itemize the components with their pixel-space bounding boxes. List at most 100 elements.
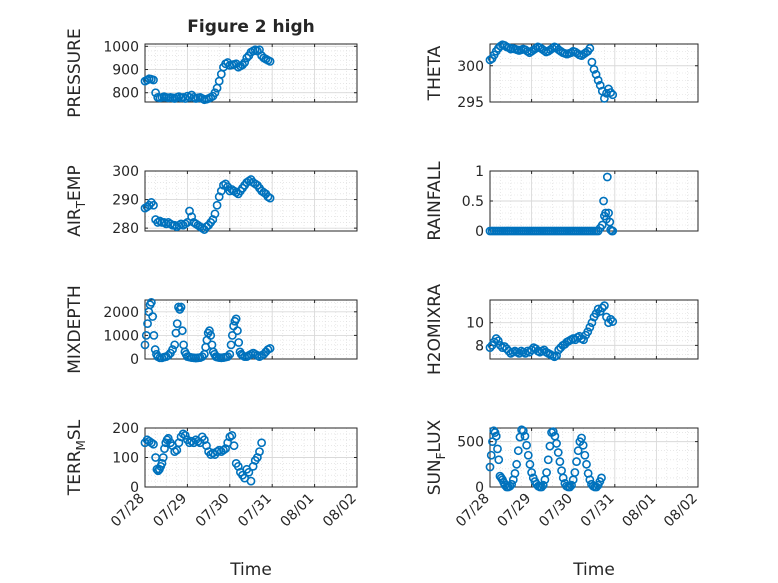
data-point	[606, 88, 616, 97]
y-axis-label: MIXDEPTH	[65, 285, 85, 374]
data-point	[486, 450, 496, 460]
y-tick-label: 300	[112, 164, 139, 180]
y-tick-label: 900	[112, 63, 139, 79]
series-markers	[140, 429, 266, 486]
data-point	[180, 430, 190, 440]
data-point	[210, 88, 220, 98]
series-markers	[140, 45, 275, 105]
data-point	[180, 94, 190, 103]
data-point	[140, 340, 150, 350]
data-point	[491, 431, 501, 441]
data-point	[599, 196, 608, 206]
y-tick-label: 1000	[103, 328, 139, 344]
data-point	[206, 330, 216, 340]
data-point	[514, 348, 524, 358]
data-point	[570, 468, 580, 477]
data-point	[257, 438, 266, 448]
axes-box	[144, 43, 358, 103]
series-markers	[140, 175, 275, 234]
data-point	[485, 343, 495, 353]
subplot-2: 295 300 THETA	[425, 40, 699, 111]
y-tick-label: 0.5	[462, 194, 484, 210]
data-point	[558, 473, 568, 483]
data-point	[231, 314, 241, 324]
data-point	[160, 444, 169, 454]
figure-title: Figure 2 high	[187, 17, 315, 37]
data-point	[538, 480, 548, 490]
data-point	[567, 480, 576, 490]
y-tick-label: 300	[457, 59, 484, 75]
subplot-1: 800 900 1000 PRESSURE	[65, 28, 358, 118]
series-markers	[485, 301, 618, 362]
data-point	[525, 459, 535, 469]
subplot-6: 8 10 H2OMIXRA	[425, 284, 699, 375]
y-axis-label: H2OMIXRA	[425, 284, 445, 375]
series-markers	[485, 425, 606, 492]
data-point	[553, 448, 563, 457]
data-point	[149, 330, 159, 340]
data-point	[226, 340, 236, 350]
data-point	[579, 335, 588, 345]
data-point	[608, 317, 618, 326]
data-point	[504, 346, 514, 356]
data-point	[600, 93, 609, 103]
data-point	[494, 455, 504, 465]
data-point	[555, 457, 565, 466]
data-point	[582, 459, 591, 469]
data-point	[589, 64, 599, 74]
data-point	[587, 318, 597, 328]
data-point	[510, 468, 520, 478]
data-point	[238, 60, 247, 70]
data-point	[163, 433, 173, 443]
data-point	[600, 301, 609, 311]
data-point	[548, 427, 558, 437]
data-point	[565, 482, 575, 492]
y-tick-label: 200	[112, 421, 139, 437]
y-tick-label: 0	[475, 224, 484, 240]
series-markers	[485, 172, 618, 236]
data-point	[233, 326, 242, 336]
data-point	[578, 440, 588, 450]
data-point	[491, 334, 501, 343]
data-point	[485, 462, 495, 472]
data-point	[205, 326, 214, 336]
y-axis-label: PRESSURE	[65, 28, 85, 117]
y-axis-label: TERRMSL	[65, 419, 88, 496]
series-markers	[140, 297, 275, 363]
data-point	[527, 468, 536, 477]
data-point	[168, 345, 177, 354]
data-point	[265, 57, 275, 66]
data-point	[182, 218, 192, 227]
y-tick-label: 10	[466, 316, 484, 332]
y-tick-label: 0	[130, 352, 139, 368]
data-point	[523, 450, 533, 460]
subplot-3: 280 290 300 AIRTEMP	[65, 164, 358, 237]
data-point	[601, 208, 611, 218]
data-point	[597, 473, 606, 483]
data-point	[573, 446, 583, 456]
data-point	[227, 430, 237, 440]
data-point	[149, 200, 158, 210]
x-axis-label: Time	[229, 560, 272, 580]
data-point	[242, 53, 252, 63]
data-point	[537, 482, 546, 492]
data-point	[552, 439, 561, 448]
data-point	[572, 457, 581, 466]
y-tick-label: 1	[475, 164, 484, 180]
y-axis-label: AIRTEMP	[65, 165, 88, 236]
data-point	[597, 220, 607, 230]
data-point	[585, 322, 595, 332]
data-point	[244, 467, 254, 477]
data-point	[606, 314, 616, 324]
y-tick-label: 290	[112, 193, 139, 209]
data-point	[255, 447, 264, 456]
subplot-4: 0 0.5 1 RAINFALL	[425, 161, 699, 241]
data-point	[520, 431, 530, 441]
y-tick-label: 280	[112, 221, 139, 237]
data-point	[158, 453, 168, 462]
data-point	[163, 351, 173, 360]
data-point	[527, 345, 536, 355]
y-axis-label: RAINFALL	[425, 161, 445, 241]
data-point	[170, 340, 180, 350]
